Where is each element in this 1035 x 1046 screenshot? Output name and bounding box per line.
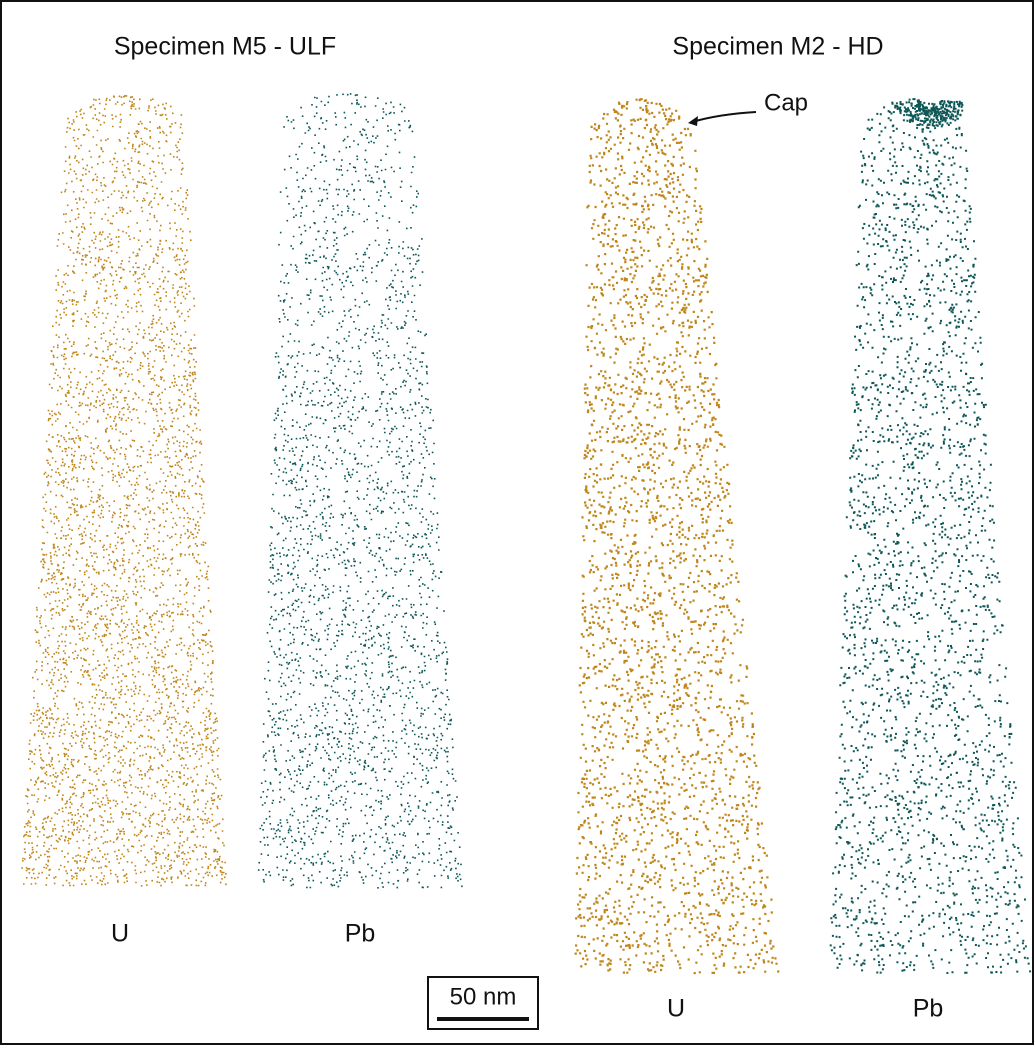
panel-title: Specimen M2 - HD	[672, 33, 883, 61]
atom-map	[574, 98, 780, 975]
column-label: Pb	[913, 995, 944, 1023]
column-label: Pb	[345, 920, 376, 948]
atom-map	[21, 95, 227, 887]
arrow-head	[688, 116, 698, 126]
panel-title: Specimen M5 - ULF	[114, 33, 336, 61]
scale-label: 50 nm	[450, 983, 517, 1010]
column-label: U	[667, 995, 685, 1023]
annotation: Cap	[764, 89, 808, 116]
cap-cluster	[895, 100, 964, 129]
column-label: U	[111, 920, 129, 948]
reconstructions	[21, 93, 1032, 975]
